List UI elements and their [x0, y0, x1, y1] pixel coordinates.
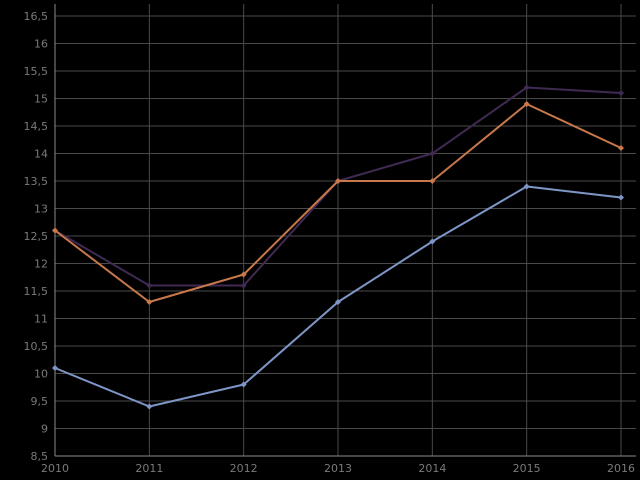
data-point [335, 299, 341, 305]
data-point [146, 403, 153, 410]
y-tick-label: 9 [41, 423, 48, 436]
x-tick-label: 2014 [418, 462, 446, 475]
x-tick-label: 2013 [324, 462, 352, 475]
data-point [52, 227, 58, 234]
y-tick-label: 14 [34, 148, 48, 161]
data-point [618, 194, 624, 201]
data-point [429, 178, 436, 184]
y-tick-label: 16 [34, 38, 48, 51]
grid [55, 4, 636, 456]
data-point [429, 150, 436, 157]
series-2 [52, 101, 624, 305]
y-tick-label: 16,5 [24, 10, 49, 23]
x-tick-label: 2010 [41, 462, 69, 475]
data-point [523, 101, 530, 107]
y-tick-label: 11,5 [24, 285, 49, 298]
y-tick-label: 15 [34, 93, 48, 106]
y-tick-label: 11 [34, 313, 48, 326]
data-point [240, 282, 247, 289]
data-point [429, 238, 436, 245]
y-tick-label: 15,5 [24, 65, 49, 78]
series-3 [52, 183, 624, 410]
data-point [618, 90, 624, 96]
x-tick-label: 2011 [135, 462, 163, 475]
x-tick-label: 2012 [230, 462, 258, 475]
y-tick-label: 10 [34, 368, 48, 381]
y-tick-label: 12,5 [24, 230, 49, 243]
series-group [52, 84, 624, 410]
axes [54, 4, 636, 457]
data-point [146, 299, 153, 305]
y-tick-label: 10,5 [24, 340, 49, 353]
y-tick-label: 13,5 [24, 175, 49, 188]
x-tick-label: 2015 [513, 462, 541, 475]
data-point [146, 282, 153, 289]
y-axis-tick-labels: 8,5 9 9,5 10 10,5 11 11,5 12 12,5 13 13,5 14 14,5 15 1… [24, 10, 49, 463]
y-tick-label: 8,5 [31, 450, 49, 463]
y-tick-label: 14,5 [24, 120, 49, 133]
x-axis-tick-labels: 2010 2011 2012 2013 2014 2015 2016 [41, 462, 635, 475]
data-point [523, 84, 530, 91]
y-tick-label: 9,5 [31, 395, 49, 408]
data-point [335, 178, 341, 184]
y-tick-label: 13 [34, 203, 48, 216]
x-tick-label: 2016 [607, 462, 635, 475]
data-point [240, 271, 247, 278]
y-tick-label: 12 [34, 258, 48, 271]
data-point [240, 381, 247, 388]
data-point [52, 365, 58, 371]
data-point [618, 145, 624, 151]
data-point [523, 183, 530, 190]
